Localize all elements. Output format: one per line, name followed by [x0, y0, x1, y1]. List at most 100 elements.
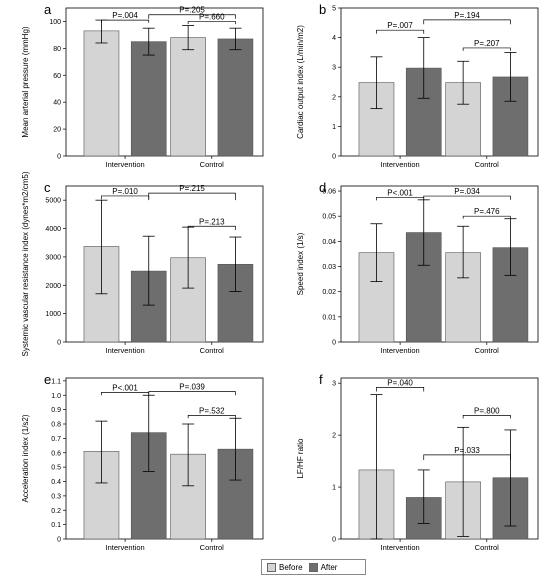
y-axis-title: Speed index (1/s)	[296, 232, 305, 295]
p-value-label: P<.001	[112, 383, 138, 392]
panel-e: e 0 0.1 0.2 0.3 0.4 0.5 0.6 0.7 0.8 0.9 1.0 1.1 Accel…	[21, 372, 263, 552]
y-tick-label: 80	[53, 46, 61, 53]
y-tick-label: 0	[57, 154, 61, 161]
p-value-label: P=.039	[179, 383, 205, 392]
y-tick-label: 0.2	[51, 508, 61, 515]
panel-letter: f	[319, 372, 323, 387]
legend-item-before: Before	[267, 563, 303, 572]
y-tick-label: 40	[53, 100, 61, 107]
x-tick-label: Intervention	[105, 160, 144, 169]
y-tick-label: 5	[332, 6, 336, 13]
p-value-label: P=.010	[112, 187, 138, 196]
y-tick-label: 0.01	[322, 314, 336, 321]
significance-bracket	[463, 415, 510, 418]
p-value-label: P=.213	[199, 217, 225, 226]
x-tick-label: Control	[475, 160, 500, 169]
y-tick-label: 60	[53, 73, 61, 80]
significance-bracket	[463, 216, 510, 219]
y-tick-label: 1000	[45, 311, 61, 318]
y-tick-label: 1.0	[51, 393, 61, 400]
y-axis-title: Systemic vascular resistance index (dyne…	[21, 171, 30, 356]
panel-d: d 0 0.01 0.02 0.03 0.04 0.05 0.06 Speed index (1…	[296, 180, 538, 355]
y-axis-title: Mean arterial pressure (mmHg)	[21, 26, 30, 137]
p-value-label: P=.040	[387, 378, 413, 387]
y-tick-label: 0.06	[322, 189, 336, 196]
y-tick-label: 3000	[45, 254, 61, 261]
y-tick-label: 0.03	[322, 264, 336, 271]
y-tick-label: 0.7	[51, 436, 61, 443]
significance-bracket	[101, 392, 148, 395]
y-tick-label: 1	[332, 485, 336, 492]
y-tick-label: 0.04	[322, 239, 336, 246]
y-tick-label: 20	[53, 127, 61, 134]
x-tick-label: Control	[475, 346, 500, 355]
legend-swatch-before	[267, 563, 276, 572]
y-tick-label: 0	[332, 537, 336, 544]
y-tick-label: 0.9	[51, 407, 61, 414]
panel-letter: e	[44, 372, 51, 387]
p-value-label: P<.001	[387, 188, 413, 197]
significance-bracket	[376, 197, 423, 200]
significance-bracket	[424, 196, 511, 200]
significance-bracket	[424, 455, 511, 460]
x-tick-label: Intervention	[380, 543, 419, 552]
significance-bracket	[149, 193, 236, 200]
y-tick-label: 2	[332, 433, 336, 440]
p-value-label: P=.532	[199, 406, 225, 415]
y-tick-label: 1.1	[51, 378, 61, 385]
y-tick-label: 2000	[45, 283, 61, 290]
x-tick-label: Intervention	[105, 543, 144, 552]
y-tick-label: 0	[57, 537, 61, 544]
y-tick-label: 1	[332, 124, 336, 131]
y-tick-label: 0.05	[322, 214, 336, 221]
panel-b: b 0 1 2 3 4 5 Cardiac output index (L/min/m2) In…	[296, 2, 538, 169]
y-tick-label: 0.02	[322, 289, 336, 296]
bar-after	[218, 39, 253, 156]
panel-c: c010002000300040005000Systemic vascular …	[21, 171, 263, 356]
significance-bracket	[188, 415, 235, 418]
legend: Before After	[261, 559, 366, 575]
significance-bracket	[463, 48, 510, 51]
y-tick-label: 100	[49, 19, 61, 26]
significance-bracket	[101, 196, 148, 199]
panel-letter: c	[44, 180, 51, 195]
y-axis-title: Acceleration index (1/s2)	[21, 414, 30, 502]
y-axis-title: Cardiac output index (L/min/m2)	[296, 25, 305, 139]
y-tick-label: 0.5	[51, 465, 61, 472]
y-tick-label: 0	[332, 340, 336, 347]
x-tick-label: Control	[475, 543, 500, 552]
y-tick-label: 0.6	[51, 450, 61, 457]
y-tick-label: 0.1	[51, 522, 61, 529]
bar-after	[131, 42, 166, 156]
y-tick-label: 4	[332, 35, 336, 42]
x-tick-label: Control	[200, 346, 225, 355]
p-value-label: P=.476	[474, 207, 500, 216]
p-value-label: P=.194	[454, 11, 480, 20]
significance-bracket	[188, 226, 235, 230]
bar-before	[84, 31, 119, 156]
p-value-label: P=.004	[112, 11, 138, 20]
significance-bracket	[376, 387, 423, 391]
panel-letter: b	[319, 2, 326, 17]
x-tick-label: Control	[200, 543, 225, 552]
y-tick-label: 5000	[45, 198, 61, 205]
bar-before	[171, 38, 206, 156]
significance-bracket	[424, 20, 511, 24]
p-value-label: P=.207	[474, 39, 500, 48]
y-tick-label: 0.4	[51, 479, 61, 486]
y-tick-label: 2	[332, 94, 336, 101]
p-value-label: P=.660	[199, 12, 225, 21]
x-tick-label: Control	[200, 160, 225, 169]
y-tick-label: 4000	[45, 226, 61, 233]
p-value-label: P=.034	[454, 187, 480, 196]
significance-bracket	[188, 21, 235, 24]
y-tick-label: 3	[332, 381, 336, 388]
x-tick-label: Intervention	[105, 346, 144, 355]
x-tick-label: Intervention	[380, 160, 419, 169]
legend-item-after: After	[309, 563, 338, 572]
y-tick-label: 0	[332, 154, 336, 161]
legend-label-after: After	[321, 563, 338, 572]
significance-bracket	[376, 30, 423, 34]
y-tick-label: 0.3	[51, 493, 61, 500]
